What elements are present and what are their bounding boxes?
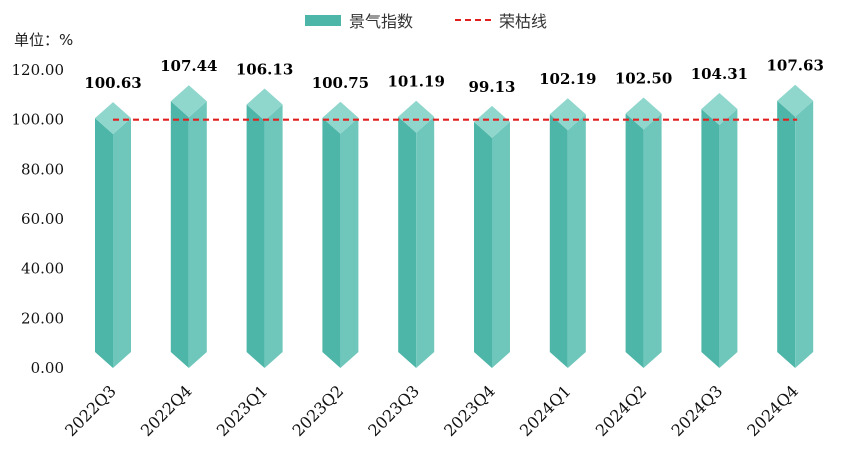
- bar-face-side: [719, 108, 738, 368]
- bar-face-front: [322, 117, 341, 368]
- y-tick-label: 60.00: [21, 210, 64, 228]
- bar-2022Q3: [95, 102, 131, 368]
- x-tick-label: 2023Q4: [440, 381, 499, 440]
- bar-face-side: [795, 100, 814, 368]
- data-label: 104.31: [691, 65, 748, 83]
- y-tick-label: 120.00: [12, 61, 65, 79]
- bar-2022Q4: [170, 85, 207, 368]
- legend: 景气指数 荣枯线: [0, 8, 841, 32]
- bar-2024Q2: [625, 97, 662, 368]
- bar-top: [322, 101, 359, 134]
- bar-face-front: [246, 104, 265, 368]
- bar-2023Q1: [246, 88, 283, 368]
- bar-2024Q3: [701, 92, 738, 368]
- bar-top: [246, 88, 283, 121]
- bar-face-side: [643, 113, 662, 368]
- x-tick-label: 2023Q3: [364, 381, 423, 440]
- unit-label: 单位：%: [14, 31, 74, 49]
- bar-top: [95, 102, 131, 135]
- bar-face-front: [170, 101, 189, 368]
- x-tick-label: 2023Q2: [289, 381, 348, 440]
- legend-label-line: 荣枯线: [499, 12, 548, 31]
- bar-2024Q1: [549, 98, 586, 368]
- data-label: 101.19: [387, 73, 444, 91]
- bar-face-front: [474, 121, 492, 368]
- legend-label-index: 景气指数: [349, 12, 414, 31]
- bar-top: [701, 92, 738, 125]
- bar-face-side: [264, 104, 283, 368]
- bar-face-front: [777, 100, 796, 368]
- data-label: 100.75: [312, 74, 369, 92]
- data-label: 100.63: [84, 74, 141, 92]
- bar-2023Q4: [474, 105, 510, 368]
- data-label: 102.19: [539, 70, 596, 88]
- x-tick-label: 2023Q1: [213, 381, 272, 440]
- data-label: 99.13: [469, 78, 516, 96]
- legend-item-line: 荣枯线: [455, 8, 547, 32]
- bar-face-side: [567, 114, 586, 368]
- y-tick-label: 80.00: [21, 160, 64, 178]
- bar-2023Q2: [322, 101, 359, 368]
- bar-face-side: [113, 118, 131, 368]
- bar-top: [474, 105, 510, 138]
- bar-face-front: [549, 114, 568, 368]
- y-tick-label: 20.00: [21, 309, 64, 327]
- bar-top: [549, 98, 586, 131]
- bar-top: [398, 100, 435, 133]
- x-tick-label: 2022Q4: [137, 381, 196, 440]
- bar-face-side: [492, 121, 510, 368]
- y-tick-label: 40.00: [21, 260, 64, 278]
- bar-2024Q4: [777, 84, 814, 368]
- legend-item-index: 景气指数: [305, 8, 413, 32]
- legend-swatch-bar: [305, 14, 341, 26]
- bar-top: [625, 97, 662, 130]
- bar-face-side: [188, 101, 207, 368]
- bar-top: [777, 84, 814, 117]
- bar-face-side: [340, 117, 359, 368]
- x-tick-label: 2024Q2: [592, 381, 651, 440]
- y-tick-label: 0.00: [31, 359, 64, 377]
- bar-2023Q3: [398, 100, 435, 368]
- data-label: 107.63: [766, 57, 823, 75]
- legend-swatch-line: [455, 19, 491, 21]
- bar-top: [170, 85, 207, 118]
- data-label: 102.50: [615, 69, 672, 87]
- x-tick-label: 2022Q3: [61, 381, 120, 440]
- bar-face-front: [625, 113, 644, 368]
- bar-face-front: [398, 116, 417, 368]
- x-tick-label: 2024Q4: [743, 381, 802, 440]
- x-tick-label: 2024Q1: [516, 381, 575, 440]
- data-label: 106.13: [236, 60, 293, 78]
- bar-face-front: [95, 118, 113, 368]
- y-tick-label: 100.00: [12, 111, 65, 129]
- bar-face-side: [416, 116, 435, 368]
- x-tick-label: 2024Q3: [668, 381, 727, 440]
- data-label: 107.44: [160, 57, 217, 75]
- bar-face-front: [701, 108, 720, 368]
